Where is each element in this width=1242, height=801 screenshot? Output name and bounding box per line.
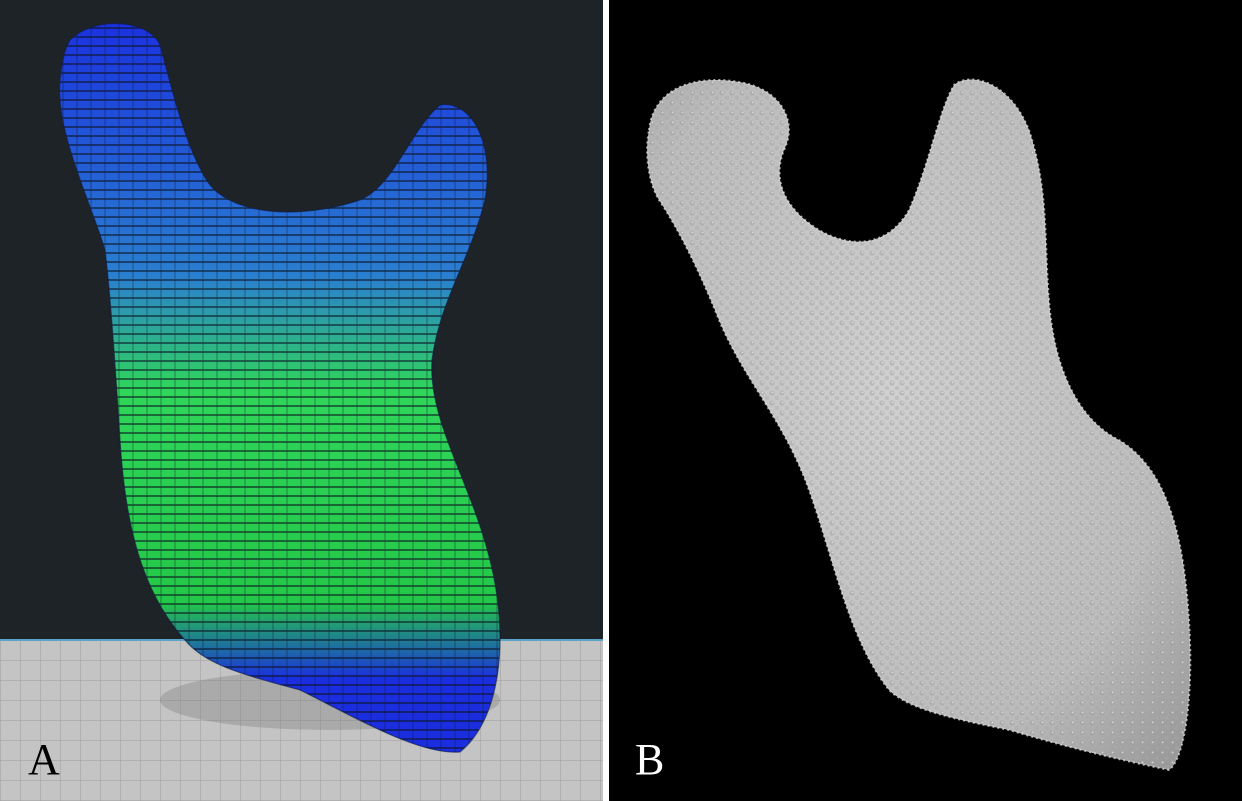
object-fuzzy-edge: [646, 78, 1192, 772]
panel-b-printed-object-photo: B: [609, 0, 1242, 801]
panel-divider: [603, 0, 609, 801]
panel-b-label: B: [635, 735, 665, 784]
printed-object: [647, 79, 1191, 770]
panel-a-label: A: [28, 735, 60, 784]
slicer-scene: [0, 22, 603, 801]
printed-object-scene: [646, 78, 1192, 772]
panel-a-slicer-preview: A: [0, 0, 603, 801]
model-outline: [58, 22, 501, 753]
